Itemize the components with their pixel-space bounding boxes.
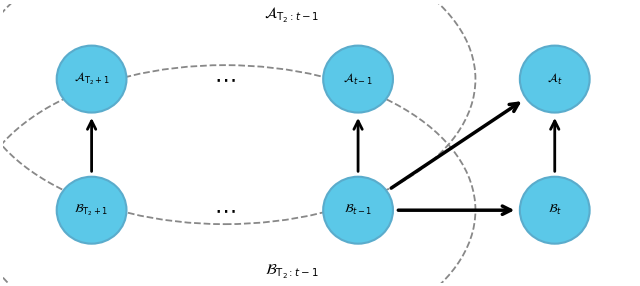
Ellipse shape: [57, 45, 127, 113]
Text: $\mathcal{A}_{\mathrm{T_2}:t-1}$: $\mathcal{A}_{\mathrm{T_2}:t-1}$: [264, 5, 319, 25]
Ellipse shape: [57, 177, 127, 244]
Ellipse shape: [520, 177, 589, 244]
Text: $\mathcal{A}_{\mathrm{T_2}+1}$: $\mathcal{A}_{\mathrm{T_2}+1}$: [74, 71, 109, 87]
Text: $\mathcal{A}_{t}$: $\mathcal{A}_{t}$: [547, 72, 563, 87]
Text: $\cdots$: $\cdots$: [214, 200, 236, 220]
Text: $\mathcal{B}_{t}$: $\mathcal{B}_{t}$: [548, 203, 562, 217]
Text: $\mathcal{A}_{t-1}$: $\mathcal{A}_{t-1}$: [343, 72, 373, 87]
Text: $\mathcal{B}_{\mathrm{T_2}+1}$: $\mathcal{B}_{\mathrm{T_2}+1}$: [74, 202, 109, 218]
Text: $\cdots$: $\cdots$: [214, 69, 236, 89]
Text: $\mathcal{B}_{t-1}$: $\mathcal{B}_{t-1}$: [344, 203, 372, 217]
Ellipse shape: [323, 45, 393, 113]
Ellipse shape: [520, 45, 589, 113]
Text: $\mathcal{B}_{\mathrm{T_2}:t-1}$: $\mathcal{B}_{\mathrm{T_2}:t-1}$: [265, 262, 318, 281]
Ellipse shape: [323, 177, 393, 244]
